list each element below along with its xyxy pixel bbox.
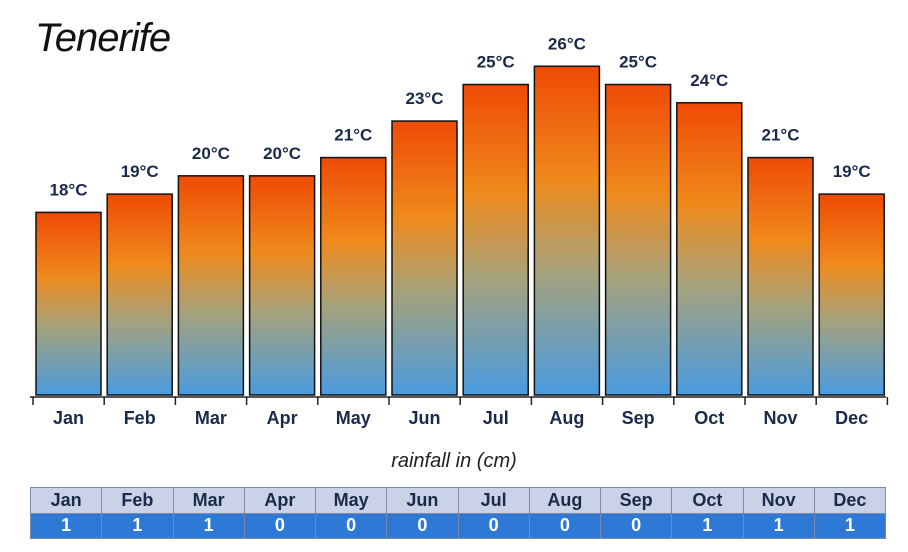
x-tick-label-may: May: [336, 408, 371, 428]
bar-jan: [35, 211, 102, 396]
rainfall-title: rainfall in (cm): [391, 450, 517, 472]
value-label-may: 21°C: [334, 126, 372, 145]
rainfall-header-row: Jan Feb Mar Apr May Jun Jul Aug Sep Oct Nov Dec: [29, 487, 887, 514]
chart-title: Tenerife: [35, 16, 171, 60]
bar-oct: [676, 102, 743, 396]
bar-sep: [604, 83, 672, 396]
x-tick-label-jun: Jun: [408, 408, 440, 428]
rainfall-month-may: May: [314, 487, 388, 514]
temperature-bar-chart: 18°C Jan 19°C Feb 20°C Mar 20°C Apr 21°C May 23°C J…: [30, 34, 889, 428]
x-tick-label-oct: Oct: [694, 408, 724, 428]
value-label-nov: 21°C: [762, 126, 800, 145]
rainfall-month-sep: Sep: [599, 487, 673, 514]
bar-dec: [818, 193, 885, 396]
rainfall-value-jun: 0: [386, 512, 459, 539]
bar-aug: [533, 65, 601, 396]
x-tick-label-mar: Mar: [195, 408, 227, 428]
rainfall-value-oct: 1: [671, 512, 744, 539]
value-label-apr: 20°C: [263, 144, 301, 163]
bar-jul: [462, 83, 529, 396]
rainfall-value-jan: 1: [29, 512, 103, 539]
value-label-feb: 19°C: [121, 162, 159, 181]
value-label-dec: 19°C: [833, 162, 871, 181]
value-label-jan: 18°C: [50, 180, 88, 199]
rainfall-month-nov: Nov: [742, 487, 815, 514]
rainfall-month-dec: Dec: [813, 487, 887, 514]
value-label-oct: 24°C: [690, 71, 728, 90]
rainfall-value-nov: 1: [742, 512, 815, 539]
rainfall-value-feb: 1: [101, 512, 174, 539]
bar-nov: [747, 156, 814, 396]
rainfall-value-mar: 1: [172, 512, 245, 539]
value-label-sep: 25°C: [619, 53, 657, 72]
value-label-jun: 23°C: [406, 89, 444, 108]
bar-may: [320, 156, 387, 396]
value-label-jul: 25°C: [477, 53, 515, 72]
bar-apr: [248, 175, 316, 396]
rainfall-value-apr: 0: [243, 512, 317, 539]
rainfall-value-may: 0: [314, 512, 388, 539]
x-tick-label-dec: Dec: [835, 408, 868, 428]
rainfall-value-aug: 0: [528, 512, 602, 539]
rainfall-value-sep: 0: [599, 512, 673, 539]
rainfall-month-apr: Apr: [243, 487, 317, 514]
rainfall-value-dec: 1: [813, 512, 887, 539]
rainfall-month-aug: Aug: [528, 487, 602, 514]
value-label-mar: 20°C: [192, 144, 230, 163]
rainfall-month-mar: Mar: [172, 487, 245, 514]
x-tick-label-jan: Jan: [53, 408, 84, 428]
rainfall-month-jul: Jul: [457, 487, 530, 514]
x-tick-label-sep: Sep: [622, 408, 655, 428]
bar-feb: [106, 193, 173, 396]
x-tick-label-aug: Aug: [549, 408, 584, 428]
x-tick-label-nov: Nov: [763, 408, 797, 428]
x-tick-label-apr: Apr: [267, 408, 298, 428]
rainfall-month-jan: Jan: [29, 487, 103, 514]
rainfall-month-oct: Oct: [671, 487, 744, 514]
value-label-aug: 26°C: [548, 34, 586, 53]
rainfall-month-jun: Jun: [386, 487, 459, 514]
x-tick-label-feb: Feb: [124, 408, 156, 428]
bar-jun: [391, 120, 458, 396]
bar-mar: [177, 175, 245, 396]
rainfall-month-feb: Feb: [101, 487, 174, 514]
x-tick-label-jul: Jul: [483, 408, 509, 428]
rainfall-value-jul: 0: [457, 512, 530, 539]
